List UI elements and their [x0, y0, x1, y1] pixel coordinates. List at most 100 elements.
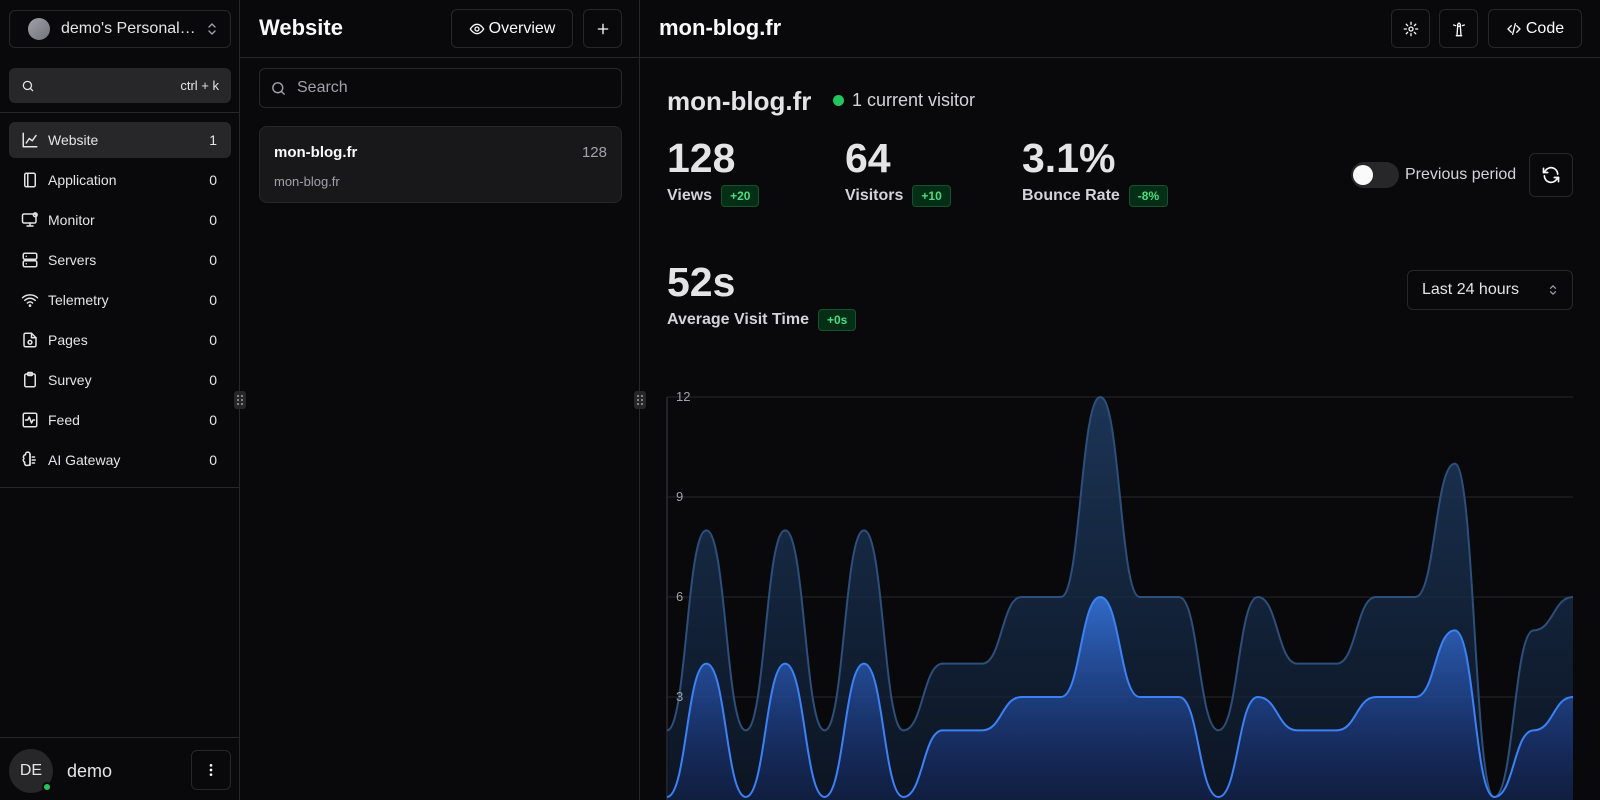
sidebar-item-label: Website: [48, 132, 99, 148]
stat-value: 128: [667, 135, 736, 181]
sidebar-item-count: 0: [209, 252, 217, 268]
code-button[interactable]: Code: [1488, 9, 1582, 48]
sidebar-item-pages[interactable]: Pages 0: [9, 322, 231, 358]
sidebar-item-monitor[interactable]: Monitor 0: [9, 202, 231, 238]
stat-label: Bounce Rate: [1022, 187, 1120, 204]
activity-icon: [22, 412, 38, 428]
y-axis-ticks: 3 6 9 12: [676, 389, 690, 704]
add-website-button[interactable]: [583, 9, 622, 48]
current-visitors-label: 1 current visitor: [852, 90, 976, 110]
website-detail: mon-blog.fr Code mon-blog.fr 1 current v…: [640, 0, 1600, 800]
user-name: demo: [67, 760, 113, 781]
detail-title: mon-blog.fr: [659, 15, 782, 40]
divider: [0, 737, 240, 738]
list-panel-header: Website Overview: [240, 0, 639, 58]
stat-visitors: 64 Visitors +10: [845, 138, 951, 207]
server-icon: [22, 252, 38, 268]
sidebar-item-servers[interactable]: Servers 0: [9, 242, 231, 278]
clipboard-icon: [24, 371, 36, 388]
chevrons-up-down-icon: [208, 23, 216, 35]
stat-views: 128 Views +20: [667, 135, 760, 207]
stat-average-visit-time: 52s Average Visit Time +0s: [667, 259, 857, 331]
website-card[interactable]: mon-blog.fr 128 mon-blog.fr: [259, 126, 622, 203]
y-tick-label: 3: [676, 689, 683, 704]
time-range-select[interactable]: Last 24 hours: [1407, 270, 1573, 310]
search-icon: [272, 81, 285, 95]
avatar[interactable]: DE: [9, 749, 53, 793]
series-area-0: [667, 397, 1573, 800]
sidebar-item-label: AI Gateway: [48, 452, 121, 468]
website-name: mon-blog.fr: [274, 144, 358, 161]
previous-period-label: Previous period: [1405, 166, 1517, 183]
series-area-1: [667, 597, 1573, 800]
monitor-icon: [21, 212, 38, 227]
sidebar-item-label: Telemetry: [48, 292, 109, 308]
sidebar-item-label: Feed: [48, 412, 80, 428]
stat-label: Visitors: [845, 187, 904, 204]
traffic-chart: 3 6 9 12: [666, 389, 1574, 800]
user-profile: DE demo: [9, 749, 231, 793]
current-visitors: 1 current visitor: [833, 90, 975, 111]
sidebar-item-telemetry[interactable]: Telemetry 0: [9, 282, 231, 318]
overview-button-label: Overview: [488, 19, 556, 37]
area-chart-icon: [22, 132, 38, 148]
website-views-count: 128: [581, 144, 607, 161]
live-indicator-dot: [833, 95, 844, 106]
sidebar-item-label: Survey: [48, 372, 92, 388]
sidebar-item-count: 0: [209, 452, 217, 468]
detail-header: mon-blog.fr Code: [640, 0, 1600, 58]
search-input[interactable]: [297, 79, 597, 97]
sidebar-item-application[interactable]: Application 0: [9, 162, 231, 198]
previous-period-toggle[interactable]: [1351, 162, 1399, 188]
sidebar-item-label: Monitor: [48, 212, 95, 228]
user-menu-button[interactable]: [191, 750, 231, 790]
toggle-knob: [1353, 165, 1373, 185]
settings-button[interactable]: [1391, 9, 1430, 48]
sidebar-item-label: Application: [48, 172, 117, 188]
panel-resize-handle[interactable]: [634, 391, 646, 409]
chart-series: [666, 395, 1574, 800]
stat-bounce-rate: 3.1% Bounce Rate -8%: [1022, 138, 1169, 207]
sidebar-item-count: 0: [209, 172, 217, 188]
sidebar-item-ai-gateway[interactable]: AI Gateway 0: [9, 442, 231, 478]
stat-label-row: Average Visit Time +0s: [667, 309, 857, 331]
stat-delta-badge: +10: [912, 185, 951, 207]
eye-icon: [469, 23, 484, 34]
lighthouse-button[interactable]: [1439, 9, 1478, 48]
website-domain: mon-blog.fr: [274, 174, 340, 189]
sidebar-item-count: 0: [209, 332, 217, 348]
sidebar-item-website[interactable]: Website 1: [9, 122, 231, 158]
stat-value: 52s: [667, 259, 736, 305]
overview-button[interactable]: Overview: [451, 9, 573, 48]
y-tick-label: 9: [676, 489, 683, 504]
stat-label: Average Visit Time: [667, 311, 809, 328]
page-title: Website: [259, 15, 343, 40]
time-range-value: Last 24 hours: [1422, 281, 1519, 298]
sidebar-item-count: 0: [209, 212, 217, 228]
tablet-icon: [24, 172, 36, 188]
workspace-switcher[interactable]: demo's Personal Workspace: [9, 10, 231, 48]
sidebar-item-count: 0: [209, 412, 217, 428]
sidebar-resize-handle[interactable]: [234, 391, 246, 409]
stat-delta-badge: +20: [721, 185, 760, 207]
brain-icon: [22, 451, 36, 467]
stat-delta-badge: +0s: [818, 309, 857, 331]
online-status-dot: [42, 782, 52, 792]
workspace-name: demo's Personal Workspace: [61, 20, 197, 37]
grip-vertical-icon: [237, 395, 243, 405]
refresh-icon: [1542, 166, 1560, 184]
sidebar-item-label: Servers: [48, 252, 97, 268]
sidebar: demo's Personal Workspace ctrl + k Websi…: [0, 0, 240, 800]
divider: [0, 487, 240, 488]
stat-value: 64: [845, 135, 891, 181]
website-search: [259, 68, 622, 108]
grip-vertical-icon: [637, 395, 643, 405]
sidebar-item-survey[interactable]: Survey 0: [9, 362, 231, 398]
site-heading: mon-blog.fr: [667, 86, 812, 116]
global-search-button[interactable]: ctrl + k: [9, 68, 231, 103]
chevrons-up-down-icon: [1549, 285, 1557, 295]
sidebar-item-feed[interactable]: Feed 0: [9, 402, 231, 438]
series-line-1: [666, 595, 1574, 799]
refresh-button[interactable]: [1529, 153, 1573, 197]
